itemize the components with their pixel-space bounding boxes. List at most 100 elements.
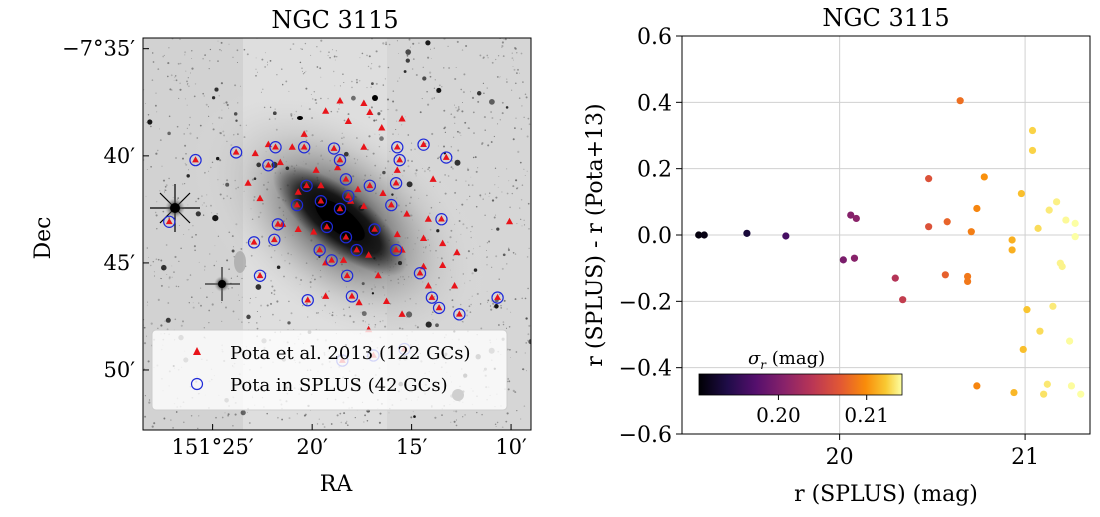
splus-gc-marker xyxy=(342,189,355,203)
pota2013-gc-marker xyxy=(348,292,356,299)
data-point xyxy=(1058,262,1066,271)
legend-label-pota2013: Pota et al. 2013 (122 GCs) xyxy=(230,343,471,364)
pota2013-gc-marker xyxy=(293,201,301,208)
pota2013-gc-marker xyxy=(256,271,264,279)
splus-gc-marker xyxy=(340,269,354,282)
splus-gc-marker xyxy=(368,223,381,236)
pota2013-gc-marker xyxy=(355,298,363,306)
data-point xyxy=(925,175,933,183)
pota2013-gc-marker xyxy=(256,194,264,202)
data-point xyxy=(1066,337,1074,345)
pota2013-gc-marker xyxy=(294,188,302,195)
splus-gc-marker xyxy=(189,153,202,167)
pota2013-gc-marker xyxy=(354,185,362,193)
data-point xyxy=(1010,388,1018,397)
scatter-points xyxy=(695,97,1085,398)
legend-circle-marker xyxy=(190,377,204,391)
pota2013-gc-marker xyxy=(392,246,400,253)
pota2013-gc-marker xyxy=(439,261,447,268)
pota2013-gc-marker xyxy=(336,96,344,104)
data-point xyxy=(1062,216,1070,224)
pota2013-gc-marker xyxy=(344,192,352,199)
splus-gc-marker xyxy=(301,293,314,307)
pota2013-gc-marker xyxy=(322,107,330,114)
data-point xyxy=(782,232,790,240)
colorbar-ticks: 0.20 0.21 xyxy=(756,395,889,427)
data-point xyxy=(1071,219,1079,227)
data-point xyxy=(973,204,981,213)
pota2013-gc-marker xyxy=(316,246,324,253)
splus-gc-marker xyxy=(345,290,359,303)
splus-gc-marker xyxy=(269,141,282,154)
pota2013-gc-marker xyxy=(279,220,287,227)
pota2013-gc-marker xyxy=(342,233,350,240)
pota2013-gc-marker xyxy=(323,223,331,230)
pota2013-gc-marker xyxy=(317,197,325,204)
ra-tick-label: 20′ xyxy=(296,435,328,459)
splus-gc-marker xyxy=(271,218,285,231)
splus-gc-marker xyxy=(297,141,311,154)
pota2013-gc-marker xyxy=(303,182,310,189)
pota2013-gc-marker xyxy=(165,217,173,225)
data-point xyxy=(1023,306,1031,314)
pota2013-gc-marker xyxy=(455,310,463,317)
splus-gc-marker xyxy=(229,146,243,159)
ra-tick-label: 15′ xyxy=(396,435,428,459)
pota2013-gc-marker xyxy=(310,228,318,235)
y-tick-label: −0.4 xyxy=(619,357,672,382)
sky-map-frame xyxy=(142,37,532,431)
pota2013-gc-marker xyxy=(379,189,387,197)
scatter-panel: NGC 3115 20 21 −0.6−0.4−0.20.00.20.40.6 r… xyxy=(583,4,1091,507)
splus-gc-marker xyxy=(313,243,326,257)
splus-gc-marker xyxy=(290,198,304,212)
ra-tick-label: 10′ xyxy=(495,435,527,459)
data-point xyxy=(1008,236,1016,244)
data-point xyxy=(980,173,988,181)
splus-gc-marker xyxy=(339,173,353,186)
data-point xyxy=(1028,126,1037,135)
pota2013-gc-marker xyxy=(300,130,308,137)
splus-gc-marker xyxy=(163,215,176,228)
pota2013-gc-marker xyxy=(416,269,424,276)
pota2013-gc-marker xyxy=(419,234,428,241)
splus-gc-marker xyxy=(491,291,504,304)
splus-gc-marker xyxy=(339,231,353,244)
pota2013-gc-marker xyxy=(382,297,391,304)
data-point xyxy=(1071,233,1079,241)
pota2013-gc-marker xyxy=(339,256,348,263)
splus-gc-marker xyxy=(320,220,334,234)
pota2013-gc-marker xyxy=(435,304,443,311)
data-point xyxy=(700,231,708,239)
data-point xyxy=(1043,380,1051,388)
splus-gc-marker xyxy=(363,179,377,193)
splus-gc-marker xyxy=(268,233,281,246)
splus-gc-marker xyxy=(417,138,430,151)
data-point xyxy=(1049,302,1057,310)
data-point xyxy=(852,214,860,223)
x-tick-label: 21 xyxy=(1011,445,1039,470)
data-point xyxy=(1045,206,1053,214)
pota2013-gc-marker xyxy=(232,148,240,155)
pota2013-gc-marker xyxy=(300,143,308,150)
data-point xyxy=(941,271,949,279)
legend-box xyxy=(151,329,508,411)
data-point xyxy=(1017,189,1025,198)
y-tick-label: −0.2 xyxy=(619,290,672,315)
splus-gc-marker xyxy=(385,198,398,212)
pota2013-gc-marker xyxy=(393,230,401,238)
pota2013-gc-marker xyxy=(420,140,427,147)
splus-gc-marker xyxy=(413,267,427,280)
pota2013-gc-marker xyxy=(453,248,461,256)
data-point xyxy=(967,228,975,236)
pota2013-gc-marker xyxy=(428,293,436,300)
data-point xyxy=(695,231,703,239)
pota2013-gc-marker xyxy=(366,182,374,189)
pota2013-gc-marker xyxy=(342,175,350,182)
pota2013-gc-marker xyxy=(304,296,312,303)
x-tick-label: 20 xyxy=(826,445,854,470)
splus-gc-marker xyxy=(389,177,403,190)
splus-gc-marker xyxy=(440,151,453,164)
pota2013-gc-marker xyxy=(344,117,352,125)
x-axis-label: r (SPLUS) (mag) xyxy=(794,482,978,507)
